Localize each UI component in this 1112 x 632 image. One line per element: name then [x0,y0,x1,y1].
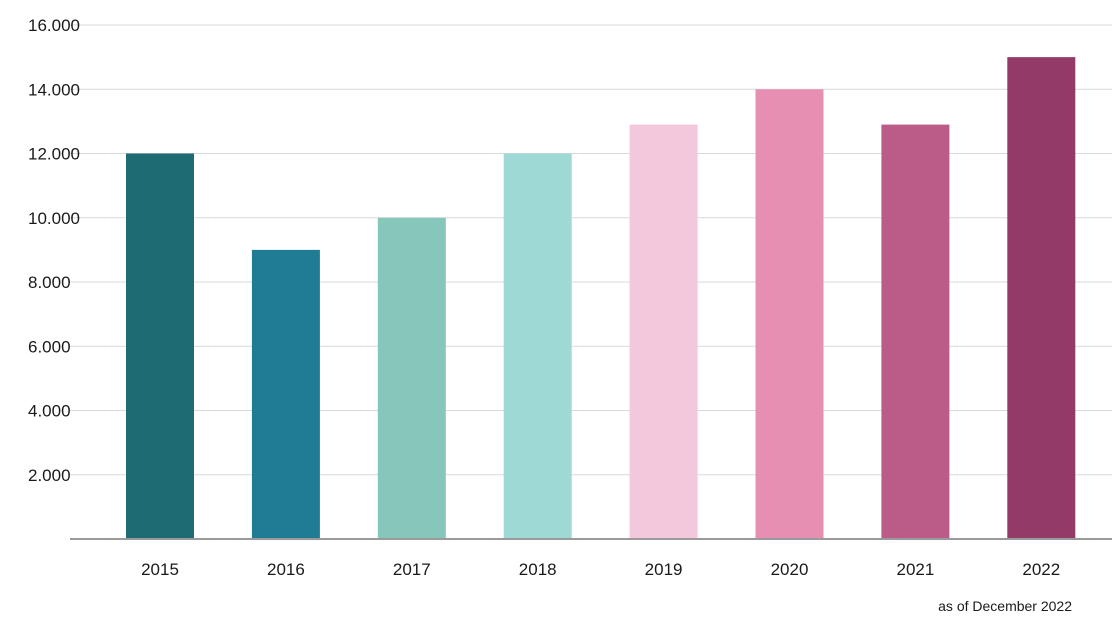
bar-2021 [881,124,950,540]
y-tick-label: 2.000 [28,466,71,485]
x-tick-label: 2022 [1022,560,1060,579]
bar-2020 [755,89,824,539]
bar-2018 [503,153,572,539]
x-axis-ticks: 2015 2016 2017 2018 2019 2020 2021 2022 [141,560,1060,579]
bars [126,57,1076,540]
bar-2017 [377,217,446,539]
y-tick-label: 16.000 [28,16,80,35]
bar-2019 [629,124,698,540]
x-tick-label: 2019 [645,560,683,579]
y-tick-label: 4.000 [28,402,71,421]
x-tick-label: 2017 [393,560,431,579]
y-tick-label: 8.000 [28,273,71,292]
date-note: as of December 2022 [938,598,1072,614]
y-tick-label: 10.000 [28,209,80,228]
bar-2016 [251,249,320,539]
x-tick-label: 2021 [896,560,934,579]
gridlines [70,24,1112,476]
y-tick-label: 14.000 [28,80,80,99]
y-tick-label: 12.000 [28,145,80,164]
bar-2015 [126,153,194,539]
x-tick-label: 2015 [141,560,179,579]
x-tick-label: 2020 [771,560,809,579]
x-tick-label: 2016 [267,560,305,579]
y-axis-ticks: 2.000 4.000 6.000 8.000 10.000 12.000 14.000 16… [28,16,80,485]
y-tick-label: 6.000 [28,337,71,356]
x-tick-label: 2018 [519,560,557,579]
bar-2022 [1007,57,1076,539]
